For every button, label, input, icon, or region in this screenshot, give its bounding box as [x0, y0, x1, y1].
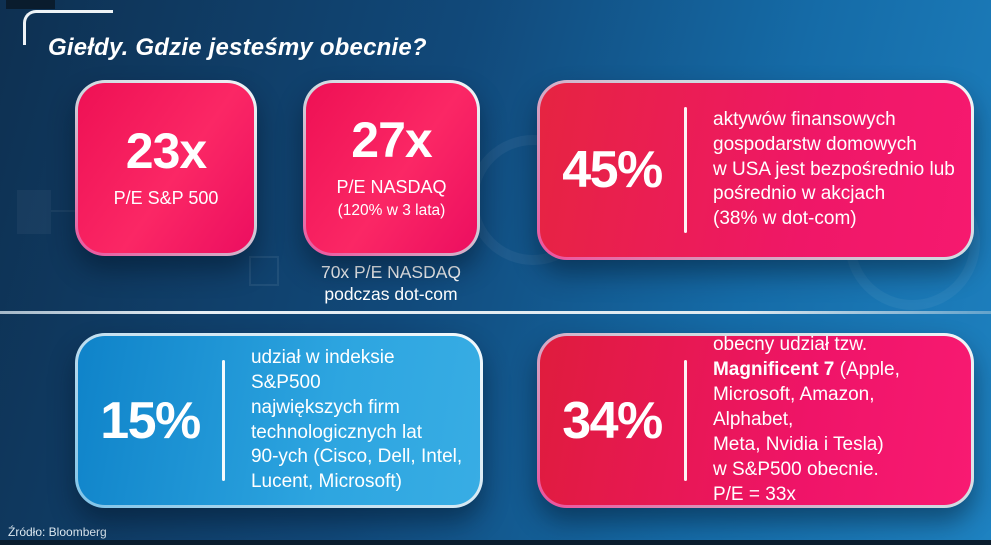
card-household-equity: 45% aktywów finansowych gospodarstw domo… [537, 80, 974, 260]
household-equity-text: aktywów finansowych gospodarstw domowych… [713, 108, 955, 230]
pe-nasdaq-label: P/E NASDAQ [336, 177, 447, 198]
card-vertical-divider [684, 107, 687, 233]
card-tech-90s: 15% udział w indeksie S&P500 największyc… [75, 333, 483, 508]
tech-90s-value: 15% [100, 391, 201, 450]
magnificent-7-text-before: obecny udział tzw. [712, 334, 868, 356]
pe-nasdaq-value: 27x [351, 112, 432, 169]
background-decoration-square-outline [249, 256, 279, 286]
background-decoration-square [17, 190, 51, 234]
bottom-bar-decoration [0, 540, 991, 545]
pe-nasdaq-sublabel: (120% w 3 lata) [337, 202, 446, 219]
source-note: Źródło: Bloomberg [8, 525, 107, 539]
tech-90s-text: udział w indeksie S&P500 największych fi… [250, 346, 463, 493]
top-left-tab-decoration [6, 0, 55, 9]
card-pe-sp500: 23x P/E S&P 500 [75, 80, 257, 256]
magnificent-7-text: obecny udział tzw. Magnificent 7 (Apple,… [713, 333, 957, 507]
magnificent-7-text-after: (Apple, Microsoft, Amazon, Alphabet, Met… [712, 359, 900, 505]
pe-sp500-value: 23x [125, 123, 207, 180]
section-divider [0, 311, 991, 314]
corner-bracket-decoration [23, 10, 113, 45]
card-vertical-divider [222, 360, 225, 481]
card-vertical-divider [684, 360, 687, 481]
magnificent-7-value: 34% [562, 391, 663, 450]
slide-title: Giełdy. Gdzie jesteśmy obecnie? [48, 34, 427, 61]
card-magnificent-7: 34% obecny udział tzw. Magnificent 7 (Ap… [537, 333, 974, 508]
household-equity-value: 45% [562, 141, 663, 199]
nasdaq-dotcom-footnote: 70x P/E NASDAQ podczas dot-com [320, 262, 462, 304]
magnificent-7-text-bold: Magnificent 7 [712, 359, 835, 381]
pe-sp500-label: P/E S&P 500 [113, 188, 219, 209]
card-pe-nasdaq: 27x P/E NASDAQ (120% w 3 lata) [303, 80, 480, 256]
